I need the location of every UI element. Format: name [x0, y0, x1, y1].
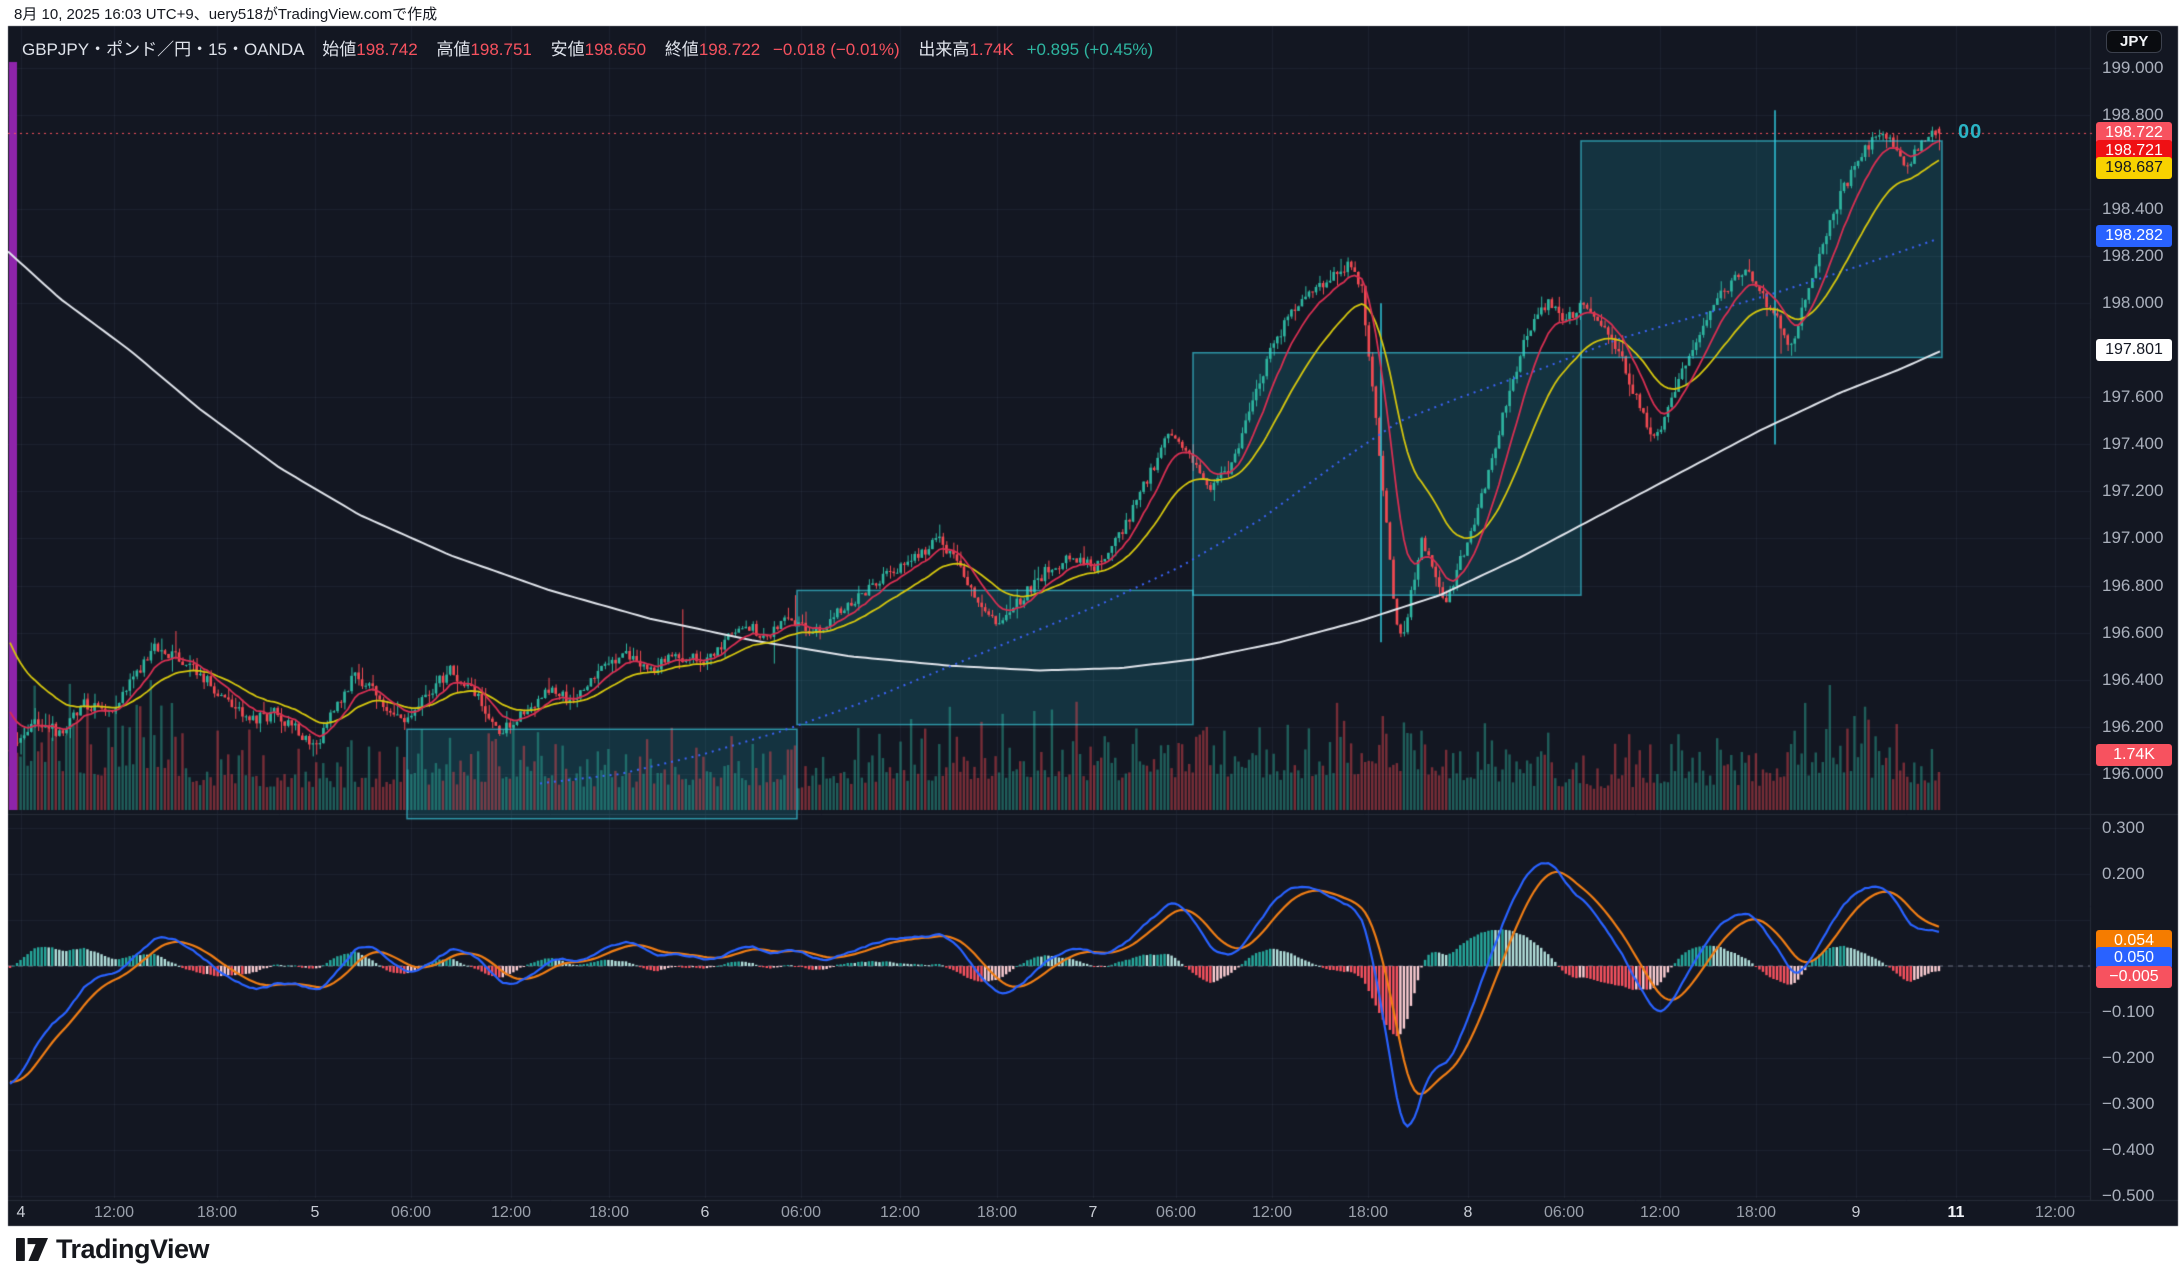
indicator-tick-label: −0.300	[2102, 1094, 2155, 1113]
volume-value: 1.74K	[969, 40, 1014, 59]
ma-medium-value-label: 198.687	[2096, 157, 2172, 179]
price-tick-label: 196.000	[2102, 764, 2164, 783]
time-tick-label: 18:00	[196, 1204, 238, 1221]
price-tick-label: 197.200	[2102, 481, 2164, 500]
price-tick-label: 196.200	[2102, 717, 2164, 736]
close-value: 198.722	[698, 40, 761, 59]
price-tick-label: 198.200	[2102, 246, 2164, 265]
time-tick-label: 11	[1947, 1204, 1965, 1221]
bar-countdown: 00	[1958, 121, 1983, 143]
session-change: +0.895 (+0.45%)	[1026, 40, 1154, 59]
price-tick-label: 196.600	[2102, 623, 2164, 642]
volume-value-label: 1.74K	[2096, 744, 2172, 766]
time-tick-label: 12:00	[2034, 1204, 2076, 1221]
open-value: 198.742	[356, 40, 418, 59]
open-label: 始値	[322, 40, 357, 59]
macd-signal-value-label: 0.054	[2096, 930, 2172, 952]
close-label: 終値	[664, 40, 699, 59]
low-value: 198.650	[584, 40, 647, 59]
time-tick-label: 06:00	[1155, 1204, 1197, 1221]
price-tick-label: 196.800	[2102, 576, 2164, 595]
time-tick-label: 18:00	[1735, 1204, 1777, 1221]
current-price-label: 198.722	[2096, 122, 2172, 144]
macd-line-value-label: 0.050	[2096, 947, 2172, 969]
time-tick-label: 06:00	[390, 1204, 432, 1221]
currency-jpy-button[interactable]: JPY	[2106, 30, 2163, 53]
price-tick-label: 198.400	[2102, 199, 2164, 218]
indicator-tick-label: −0.500	[2102, 1186, 2155, 1205]
ma-fast-value-label: 198.721	[2096, 140, 2172, 162]
macd-hist-value-label: −0.005	[2096, 966, 2172, 988]
price-tick-label: 198.000	[2102, 293, 2164, 312]
price-tick-label: 196.400	[2102, 670, 2164, 689]
time-tick-label: 12:00	[1251, 1204, 1293, 1221]
indicator-tick-label: 0.200	[2102, 864, 2145, 883]
time-tick-label: 18:00	[976, 1204, 1018, 1221]
high-label: 高値	[436, 40, 471, 59]
time-tick-label: 8	[1463, 1204, 1473, 1221]
volume-label: 出来高	[918, 40, 970, 59]
time-tick-label: 4	[16, 1204, 26, 1221]
indicator-tick-label: −0.100	[2102, 1002, 2155, 1021]
price-tick-label: 197.400	[2102, 434, 2164, 453]
low-label: 安値	[550, 40, 585, 59]
ma-slow-value-label: 198.282	[2096, 225, 2172, 247]
bar-change: −0.018 (−0.01%)	[773, 40, 900, 59]
price-tick-label: 198.800	[2102, 105, 2164, 124]
time-tick-label: 12:00	[1639, 1204, 1681, 1221]
attribution-text: 8月 10, 2025 16:03 UTC+9、uery518がTradingV…	[14, 6, 438, 23]
indicator-tick-label: −0.400	[2102, 1140, 2155, 1159]
time-tick-label: 6	[700, 1204, 710, 1221]
tradingview-logo-text: TradingView	[56, 1234, 210, 1264]
time-tick-label: 06:00	[780, 1204, 822, 1221]
symbol-title[interactable]: GBPJPY・ポンド／円・15・OANDA	[22, 40, 304, 59]
time-tick-label: 9	[1851, 1204, 1861, 1221]
high-value: 198.751	[470, 40, 532, 59]
time-tick-label: 7	[1088, 1204, 1098, 1221]
price-tick-label: 197.600	[2102, 387, 2164, 406]
time-tick-label: 06:00	[1543, 1204, 1585, 1221]
price-tick-label: 197.000	[2102, 528, 2164, 547]
time-tick-label: 18:00	[588, 1204, 630, 1221]
price-tick-label: 199.000	[2102, 58, 2164, 77]
time-tick-label: 12:00	[879, 1204, 921, 1221]
ma-long-value-label: 197.801	[2096, 339, 2172, 361]
symbol-info-bar[interactable]: GBPJPY・ポンド／円・15・OANDA 始値198.742 高値198.75…	[22, 35, 1153, 60]
tradingview-logo-icon	[16, 1237, 48, 1262]
time-tick-label: 5	[310, 1204, 320, 1221]
footer-brand: TradingView	[16, 1234, 210, 1265]
time-tick-label: 12:00	[490, 1204, 532, 1221]
indicator-tick-label: 0.300	[2102, 818, 2145, 837]
time-tick-label: 12:00	[93, 1204, 135, 1221]
indicator-tick-label: −0.200	[2102, 1048, 2155, 1067]
time-tick-label: 18:00	[1347, 1204, 1389, 1221]
